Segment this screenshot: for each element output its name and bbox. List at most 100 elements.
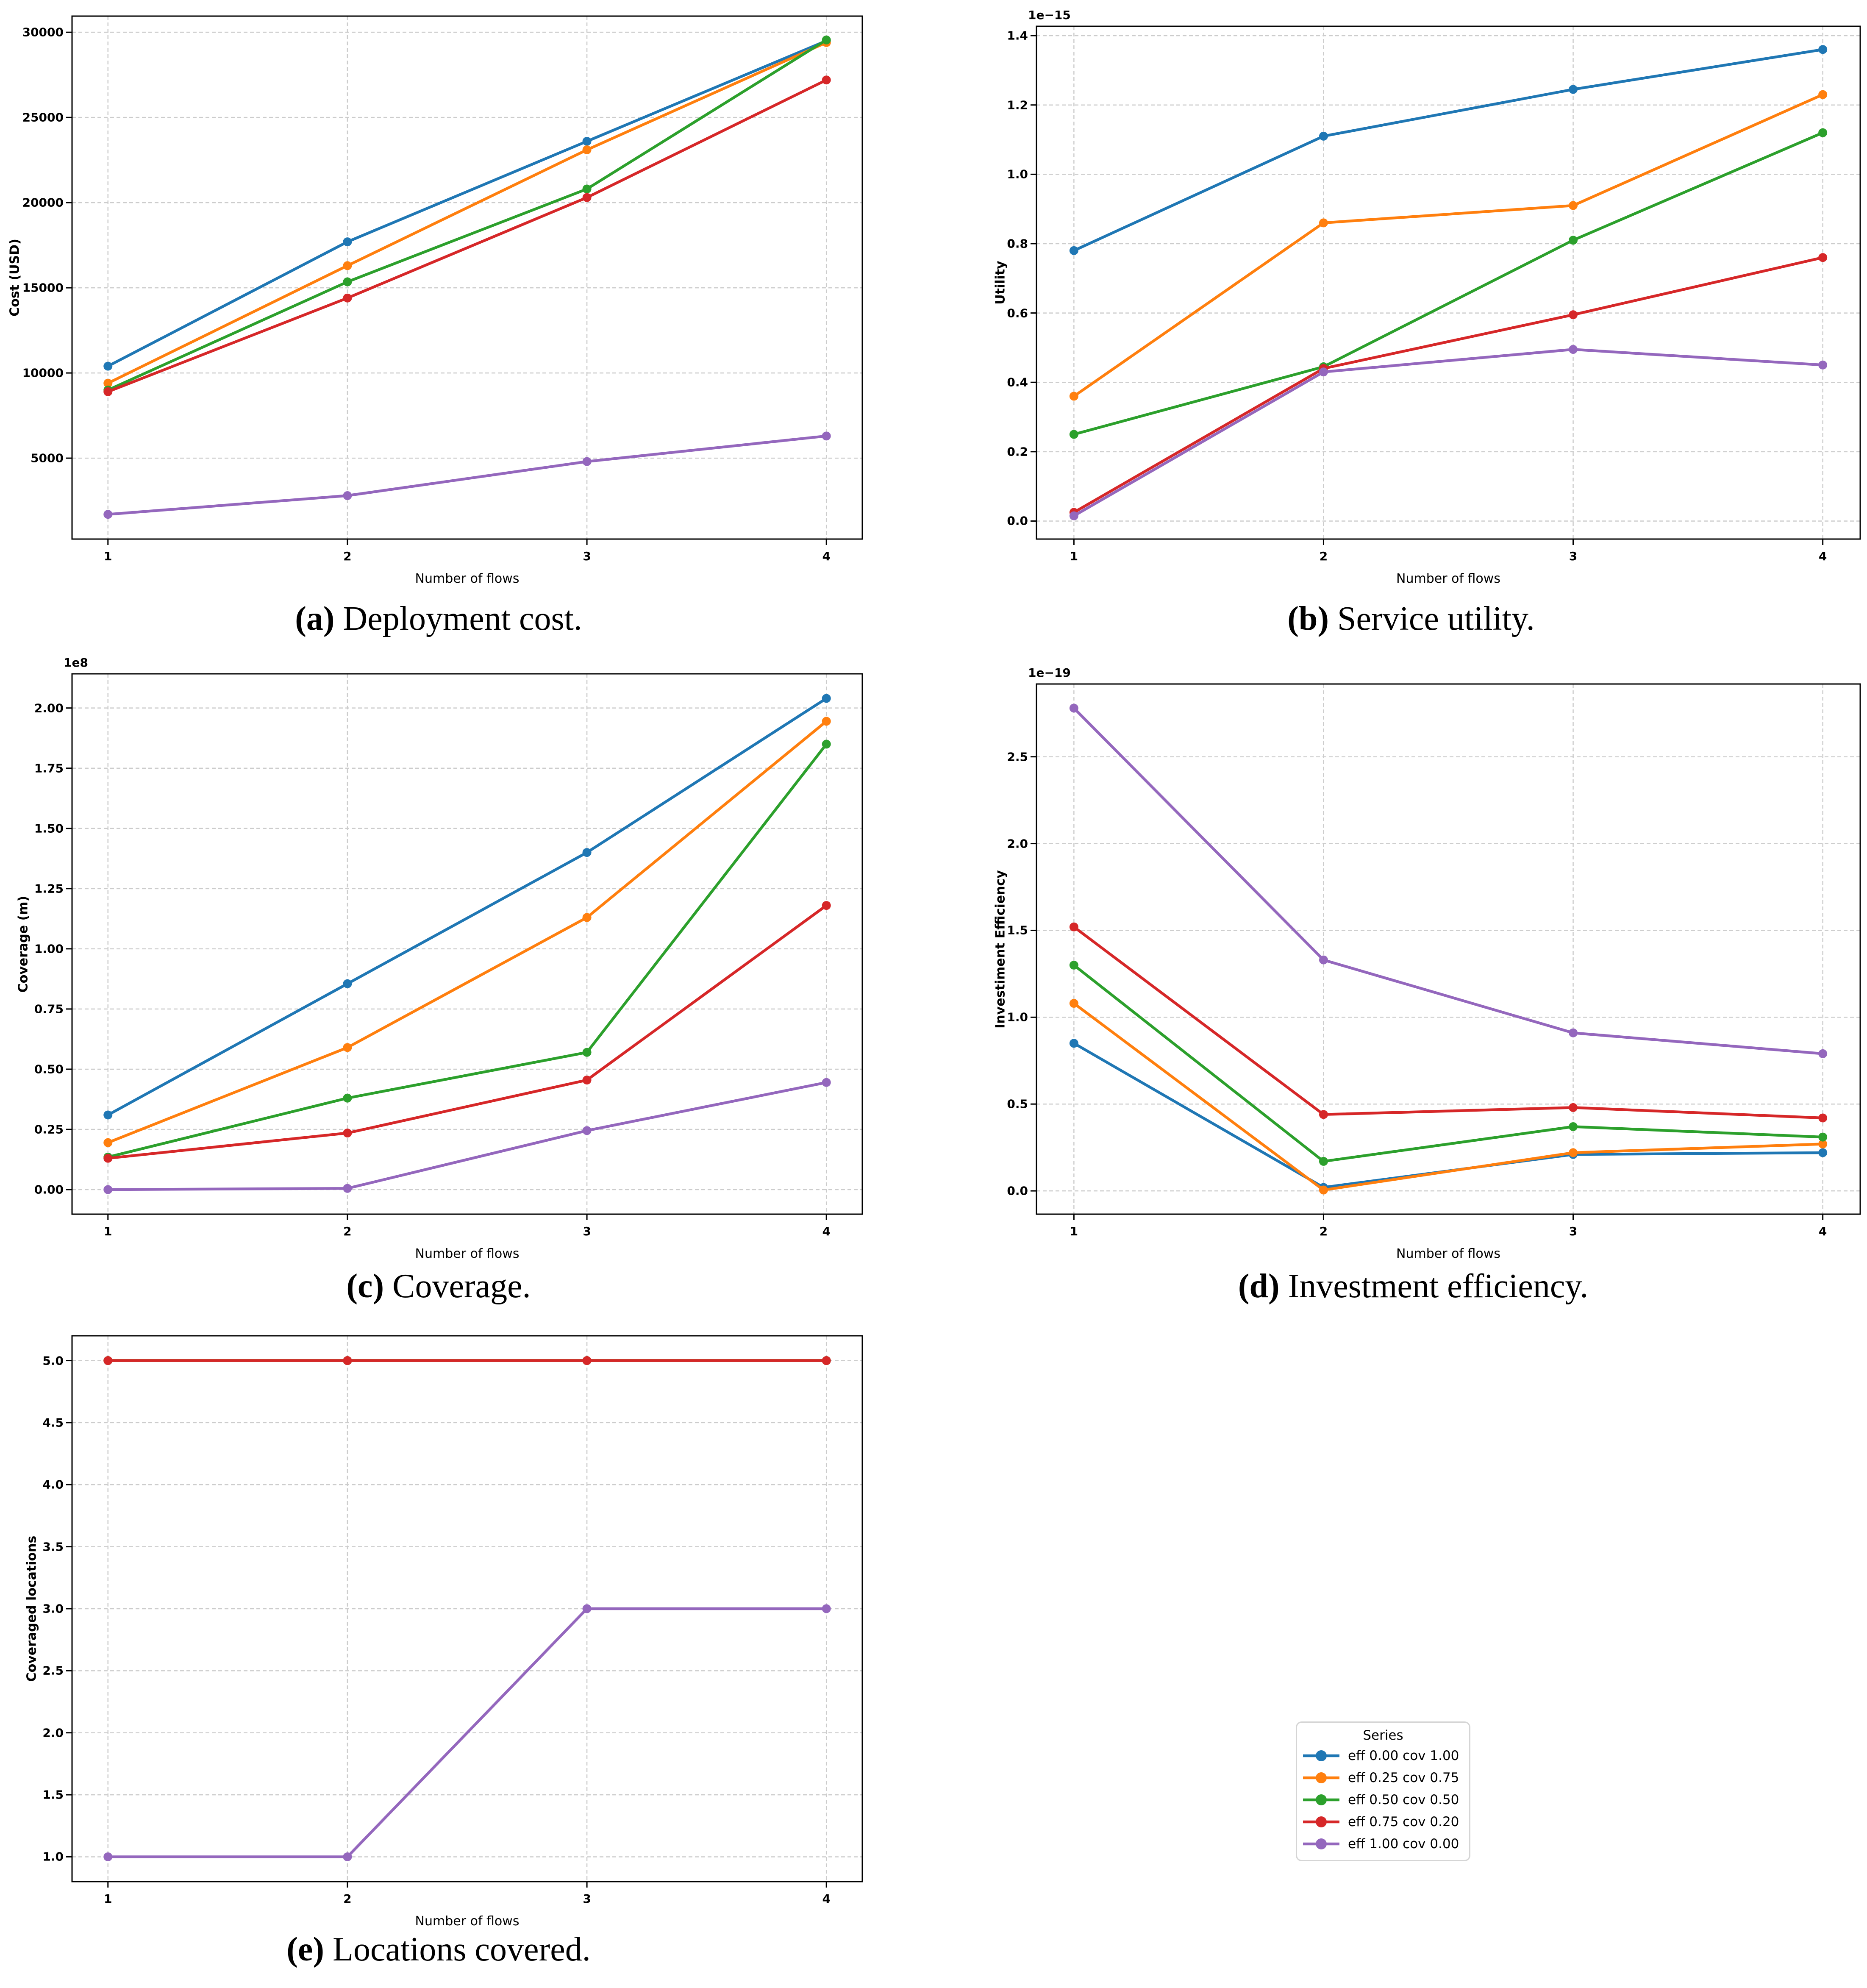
x-tick-label: 1 bbox=[104, 1224, 112, 1238]
y-tick-label: 1.0 bbox=[1007, 1010, 1028, 1024]
chart-investment-efficiency-ylabel: Investiment Efficiency bbox=[993, 870, 1008, 1029]
x-tick-label: 2 bbox=[343, 549, 352, 563]
legend-entry-label: eff 1.00 cov 0.00 bbox=[1348, 1836, 1459, 1852]
y-tick-label: 0.75 bbox=[34, 1002, 64, 1016]
y-tick-label: 1.25 bbox=[34, 881, 64, 896]
y-tick-label: 1.50 bbox=[34, 821, 64, 836]
x-tick-label: 4 bbox=[822, 1224, 831, 1238]
y-tick-label: 4.0 bbox=[42, 1477, 64, 1492]
chart-coverage: Coverage (m) Number of flows 1e8 1 2 3 4 0.… bbox=[16, 656, 863, 1261]
chart-service-utility-xlabel: Number of flows bbox=[1396, 571, 1500, 586]
chart-locations-covered: Coveraged locations Number of flows 1 2 3 4… bbox=[25, 1335, 863, 1929]
chart-investment-efficiency-xlabel: Number of flows bbox=[1396, 1246, 1500, 1261]
y-tick-label: 2.5 bbox=[42, 1663, 64, 1678]
chart-service-utility-ylabel: Utility bbox=[993, 261, 1008, 305]
x-tick-label: 3 bbox=[583, 1892, 591, 1906]
y-tick-label: 10000 bbox=[22, 366, 64, 380]
y-tick-label: 0.8 bbox=[1007, 236, 1028, 251]
legend-entry: eff 0.75 cov 0.20 bbox=[1297, 1811, 1469, 1833]
chart-investment-efficiency: Investiment Efficiency Number of flows 1… bbox=[993, 666, 1861, 1261]
legend-entry: eff 0.00 cov 1.00 bbox=[1297, 1745, 1469, 1767]
caption-c-tag: (c) bbox=[346, 1268, 384, 1305]
y-tick-label: 1.2 bbox=[1007, 98, 1028, 112]
y-tick-label: 2.5 bbox=[1007, 750, 1028, 764]
chart-deployment-cost-canvas bbox=[66, 15, 863, 545]
legend-entry: eff 1.00 cov 0.00 bbox=[1297, 1833, 1469, 1855]
legend-entry: eff 0.25 cov 0.75 bbox=[1297, 1767, 1469, 1789]
chart-investment-efficiency-offset-label: 1e−19 bbox=[1028, 666, 1071, 680]
y-tick-label: 3.0 bbox=[42, 1602, 64, 1616]
y-tick-label: 1.4 bbox=[1007, 28, 1028, 43]
y-tick-label: 0.50 bbox=[34, 1062, 64, 1076]
caption-b-tag: (b) bbox=[1287, 600, 1329, 637]
y-tick-label: 0.0 bbox=[1007, 1184, 1028, 1198]
y-tick-label: 5000 bbox=[31, 451, 64, 465]
chart-deployment-cost: Cost (USD) Number of flows 1 2 3 4 5000 1000… bbox=[8, 15, 863, 586]
x-tick-label: 3 bbox=[583, 549, 591, 563]
y-tick-label: 15000 bbox=[22, 281, 64, 295]
y-tick-label: 0.5 bbox=[1007, 1097, 1028, 1111]
chart-locations-covered-ylabel: Coveraged locations bbox=[24, 1535, 39, 1682]
chart-deployment-cost-xlabel: Number of flows bbox=[415, 571, 520, 586]
y-tick-label: 0.00 bbox=[34, 1182, 64, 1197]
x-tick-label: 2 bbox=[343, 1224, 352, 1238]
chart-service-utility-offset-label: 1e−15 bbox=[1028, 8, 1071, 22]
legend-entry-label: eff 0.75 cov 0.20 bbox=[1348, 1814, 1459, 1830]
y-tick-label: 2.0 bbox=[42, 1726, 64, 1740]
y-tick-label: 0.6 bbox=[1007, 306, 1028, 320]
caption-a-text: Deployment cost. bbox=[334, 600, 582, 637]
x-tick-label: 3 bbox=[583, 1224, 591, 1238]
legend-rows: eff 0.00 cov 1.00 eff 0.25 cov 0.75 eff 0.… bbox=[1297, 1745, 1469, 1855]
chart-locations-covered-xlabel: Number of flows bbox=[415, 1914, 520, 1929]
x-tick-label: 4 bbox=[822, 1892, 831, 1906]
x-tick-label: 3 bbox=[1569, 1224, 1578, 1238]
x-tick-label: 4 bbox=[1818, 549, 1827, 563]
caption-c: (c) Coverage. bbox=[346, 1267, 531, 1306]
chart-investment-efficiency-canvas bbox=[1031, 683, 1861, 1220]
caption-b-text: Service utility. bbox=[1328, 600, 1535, 637]
chart-deployment-cost-ylabel: Cost (USD) bbox=[7, 239, 22, 317]
x-tick-label: 1 bbox=[1070, 549, 1078, 563]
chart-coverage-canvas bbox=[66, 673, 863, 1220]
y-tick-label: 3.5 bbox=[42, 1540, 64, 1554]
legend-line-marker-icon bbox=[1303, 1838, 1339, 1849]
caption-d: (d) Investment efficiency. bbox=[1238, 1267, 1588, 1306]
y-tick-label: 1.75 bbox=[34, 761, 64, 776]
x-tick-label: 2 bbox=[1319, 549, 1328, 563]
y-tick-label: 0.25 bbox=[34, 1122, 64, 1137]
x-tick-label: 3 bbox=[1569, 549, 1578, 563]
x-tick-label: 4 bbox=[822, 549, 831, 563]
y-tick-label: 0.2 bbox=[1007, 445, 1028, 459]
y-tick-label: 0.4 bbox=[1007, 375, 1028, 389]
x-tick-label: 2 bbox=[343, 1892, 352, 1906]
caption-e-tag: (e) bbox=[286, 1931, 325, 1968]
y-tick-label: 1.0 bbox=[42, 1849, 64, 1864]
caption-d-text: Investment efficiency. bbox=[1279, 1268, 1589, 1305]
chart-service-utility: Utility Number of flows 1e−15 1 2 3 4 0.0 0.… bbox=[993, 8, 1861, 586]
y-tick-label: 4.5 bbox=[42, 1415, 64, 1430]
y-tick-label: 0.0 bbox=[1007, 514, 1028, 528]
chart-coverage-xlabel: Number of flows bbox=[415, 1246, 520, 1261]
caption-e: (e) Locations covered. bbox=[286, 1930, 590, 1969]
legend-line-marker-icon bbox=[1303, 1750, 1339, 1761]
legend-entry-label: eff 0.50 cov 0.50 bbox=[1348, 1792, 1459, 1807]
y-tick-label: 20000 bbox=[22, 195, 64, 210]
chart-coverage-offset-label: 1e8 bbox=[64, 656, 88, 670]
chart-locations-covered-canvas bbox=[66, 1335, 863, 1888]
y-tick-label: 1.00 bbox=[34, 942, 64, 956]
chart-service-utility-canvas bbox=[1031, 25, 1861, 545]
x-tick-label: 1 bbox=[104, 549, 112, 563]
y-tick-label: 30000 bbox=[22, 25, 64, 39]
legend-title: Series bbox=[1363, 1728, 1403, 1743]
legend-entry-label: eff 0.25 cov 0.75 bbox=[1348, 1770, 1459, 1785]
y-tick-label: 2.0 bbox=[1007, 837, 1028, 851]
y-tick-label: 1.5 bbox=[42, 1788, 64, 1802]
chart-coverage-ylabel: Coverage (m) bbox=[16, 895, 31, 993]
series-legend: Series eff 0.00 cov 1.00 eff 0.25 cov 0.7… bbox=[1296, 1721, 1470, 1861]
caption-d-tag: (d) bbox=[1238, 1268, 1280, 1305]
y-tick-label: 1.0 bbox=[1007, 167, 1028, 181]
caption-b: (b) Service utility. bbox=[1287, 600, 1535, 638]
x-tick-label: 2 bbox=[1319, 1224, 1328, 1238]
legend-line-marker-icon bbox=[1303, 1816, 1339, 1827]
